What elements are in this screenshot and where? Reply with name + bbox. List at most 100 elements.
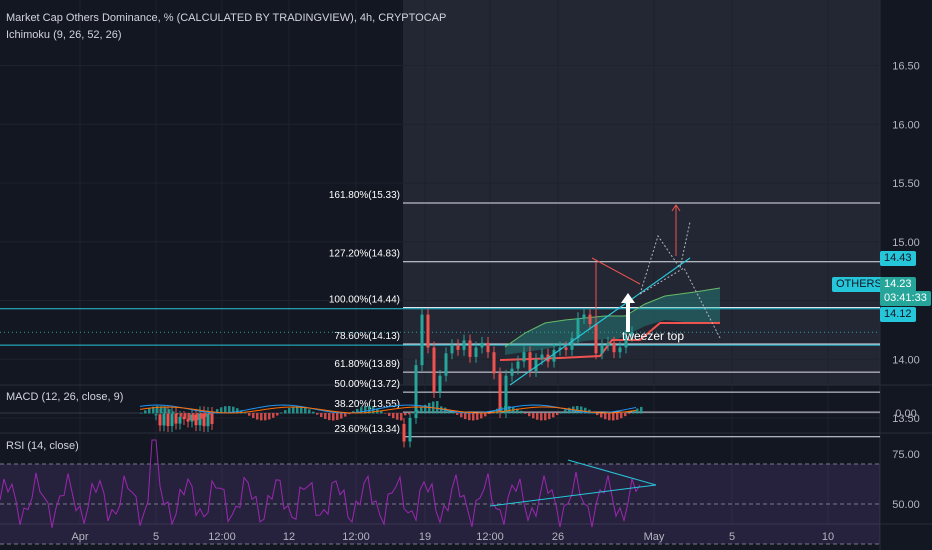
macd-histogram-bar bbox=[188, 413, 191, 421]
macd-histogram-bar bbox=[632, 410, 635, 414]
candle-body bbox=[206, 412, 210, 427]
macd-histogram-bar bbox=[336, 413, 339, 420]
candle-body bbox=[174, 413, 178, 424]
macd-histogram-bar bbox=[328, 413, 331, 421]
target-arrow-head bbox=[671, 204, 681, 212]
macd-histogram-bar bbox=[364, 406, 367, 414]
macd-histogram-bar bbox=[312, 411, 315, 414]
macd-histogram-bar bbox=[640, 406, 643, 414]
projection-path-b bbox=[639, 267, 721, 339]
candle-body bbox=[588, 314, 592, 324]
time-tick-label: 12:00 bbox=[208, 531, 236, 543]
candle-body bbox=[600, 345, 604, 354]
candle-body bbox=[158, 414, 162, 426]
macd-histogram-bar bbox=[232, 406, 235, 414]
rsi-line bbox=[0, 439, 641, 528]
macd-histogram-bar bbox=[620, 413, 623, 419]
countdown-tag: 03:41:33 bbox=[880, 291, 931, 306]
macd-histogram-bar bbox=[540, 413, 543, 421]
macd-histogram-bar bbox=[244, 412, 247, 414]
projection-path-a bbox=[639, 221, 691, 295]
candle-body bbox=[154, 414, 158, 416]
senkou-span-a bbox=[504, 287, 721, 348]
candle-body bbox=[444, 353, 448, 376]
macd-histogram-bar bbox=[196, 413, 199, 421]
macd-histogram-bar bbox=[308, 409, 311, 414]
macd-histogram-bar bbox=[600, 413, 603, 418]
fib-label: 23.60%(13.34) bbox=[334, 424, 400, 435]
macd-histogram-bar bbox=[140, 412, 143, 414]
candle-body bbox=[210, 412, 214, 424]
candle-body bbox=[594, 324, 598, 354]
time-tick-label: 5 bbox=[729, 531, 735, 543]
price-tick-label: 15.50 bbox=[892, 178, 920, 190]
macd-histogram-bar bbox=[180, 413, 183, 417]
macd-histogram-bar bbox=[392, 413, 395, 419]
macd-histogram-bar bbox=[324, 413, 327, 419]
cloud-area bbox=[505, 288, 720, 355]
macd-histogram-bar bbox=[456, 413, 459, 415]
candle-body bbox=[606, 342, 610, 346]
macd-histogram-bar bbox=[616, 413, 619, 420]
macd-histogram-bar bbox=[460, 413, 463, 418]
fib-label: 127.20%(14.83) bbox=[329, 249, 400, 260]
macd-histogram-bar bbox=[176, 413, 179, 415]
macd-histogram-bar bbox=[448, 409, 451, 414]
macd-histogram-bar bbox=[612, 413, 615, 421]
macd-histogram-bar bbox=[292, 406, 295, 414]
macd-histogram-bar bbox=[420, 407, 423, 414]
macd-histogram-bar bbox=[596, 413, 599, 416]
macd-histogram-bar bbox=[580, 406, 583, 414]
macd-histogram-bar bbox=[504, 406, 507, 414]
fib-label: 100.00%(14.44) bbox=[329, 295, 400, 306]
rsi-divergence-upper bbox=[567, 459, 657, 486]
candle-body bbox=[570, 338, 574, 350]
candle-body bbox=[630, 332, 634, 336]
time-tick-label: May bbox=[644, 531, 665, 543]
macd-histogram-bar bbox=[200, 413, 203, 419]
macd-tick-label: 0.00 bbox=[895, 408, 916, 420]
macd-histogram-bar bbox=[216, 409, 219, 414]
candle-body bbox=[186, 419, 190, 422]
macd-histogram-bar bbox=[252, 413, 255, 418]
macd-histogram-bar bbox=[424, 404, 427, 414]
triangle-line-upper bbox=[591, 257, 641, 285]
candle-body bbox=[492, 352, 496, 374]
fib-label: 161.80%(15.33) bbox=[329, 190, 400, 201]
macd-histogram-bar bbox=[344, 413, 347, 417]
candle-body bbox=[438, 375, 442, 393]
macd-histogram-bar bbox=[236, 408, 239, 414]
macd-histogram-bar bbox=[208, 413, 211, 415]
macd-legend: MACD (12, 26, close, 9) bbox=[6, 391, 124, 403]
macd-histogram-bar bbox=[452, 411, 455, 414]
candle-body bbox=[202, 412, 206, 427]
tweezer-annotation: tweezer top bbox=[622, 329, 684, 343]
macd-histogram-bar bbox=[348, 413, 351, 415]
price-tag-lower: 14.12 bbox=[880, 307, 916, 322]
macd-histogram-bar bbox=[268, 413, 271, 420]
macd-histogram-bar bbox=[476, 413, 479, 420]
rsi-legend: RSI (14, close) bbox=[6, 440, 79, 452]
candle-body bbox=[534, 359, 538, 371]
macd-histogram-bar bbox=[380, 410, 383, 414]
macd-histogram-bar bbox=[184, 413, 187, 419]
macd-histogram-bar bbox=[148, 408, 151, 414]
candle-body bbox=[408, 418, 412, 442]
macd-histogram-bar bbox=[168, 409, 171, 414]
macd-histogram-bar bbox=[532, 413, 535, 419]
macd-histogram-bar bbox=[220, 407, 223, 414]
macd-histogram-bar bbox=[160, 406, 163, 414]
macd-histogram-bar bbox=[368, 406, 371, 414]
macd-histogram-bar bbox=[548, 413, 551, 420]
macd-histogram-bar bbox=[156, 406, 159, 414]
macd-histogram-bar bbox=[304, 407, 307, 414]
macd-histogram-bar bbox=[564, 409, 567, 414]
macd-histogram-bar bbox=[584, 407, 587, 414]
time-tick-label: 10 bbox=[822, 531, 834, 543]
macd-histogram-bar bbox=[428, 402, 431, 414]
candle-body bbox=[474, 347, 478, 357]
macd-histogram-bar bbox=[228, 406, 231, 414]
time-tick-label: 26 bbox=[552, 531, 564, 543]
macd-histogram-bar bbox=[256, 413, 259, 420]
